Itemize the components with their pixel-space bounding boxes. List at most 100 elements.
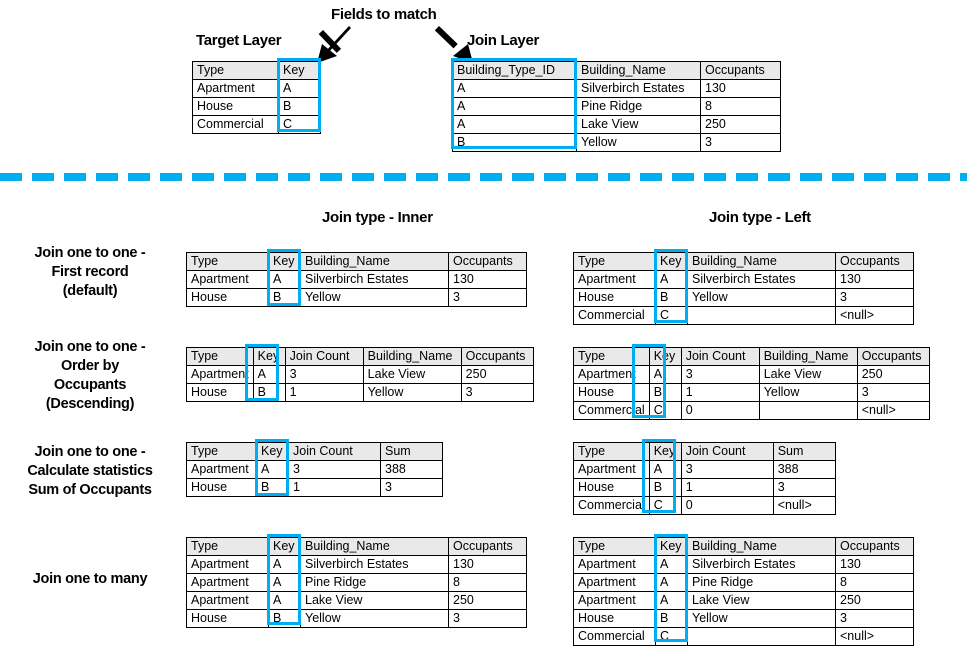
scenario-label-line: Calculate statistics [27,463,153,479]
join-layer-table-wrap: Building_Type_ID Building_Name Occupants A S… [451,58,781,157]
table-row: Apartment A 3 Lake View 250 [573,365,930,384]
table-cell: A [655,591,688,610]
table-cell: 3 [380,478,443,497]
table-row: Apartment A Silverbirch Estates 130 [186,555,527,574]
table-cell: A [452,79,577,98]
table-cell: Yellow [687,288,836,307]
scenario-2-inner-table-wrap: Type Key Join Count Building_Name Occupants A… [186,344,534,402]
column-header-occupants: Occupants [856,347,930,366]
scenario-3-inner-table: Type Key Join Count Sum Apartment A 3 388 House B… [186,442,443,497]
table-cell: 3 [284,365,364,384]
scenario-2-inner-table: Type Key Join Count Building_Name Occupants A… [186,347,534,402]
table-row: Apartment A Lake View 250 [573,591,914,610]
table-cell: Pine Ridge [687,573,836,592]
table-cell: 250 [448,591,527,610]
table-row: Apartment A [192,79,321,98]
table-cell: Apartment [186,365,254,384]
table-cell: Yellow [687,609,836,628]
scenario-3-left-table: Type Key Join Count Sum Apartment A 3 388 House B… [573,442,836,515]
table-cell: A [268,555,301,574]
table-cell: Silverbirch Estates [687,555,836,574]
column-header-building-name: Building_Name [687,252,836,271]
table-cell: Silverbirch Estates [300,555,449,574]
table-cell: B [252,383,286,402]
scenario-4-inner-table: Type Key Building_Name Occupants Apartment A S… [186,537,527,628]
scenario-label-line: (default) [62,283,118,299]
table-cell: Apartment [573,591,656,610]
table-cell: 250 [700,115,781,134]
column-header-key: Key [268,252,301,271]
column-header-building-type-id: Building_Type_ID [452,61,577,80]
column-header-occupants: Occupants [835,537,914,556]
table-cell: Silverbirch Estates [576,79,701,98]
table-cell: Commercial [573,627,656,646]
table-cell: C [648,401,682,420]
table-cell: Yellow [300,288,449,307]
table-cell: 250 [835,591,914,610]
table-row: House B Yellow 3 [573,609,914,628]
table-cell: 3 [288,460,381,479]
column-header-key: Key [278,61,321,80]
table-cell: House [186,478,257,497]
column-header-type: Type [573,252,656,271]
column-header-occupants: Occupants [448,537,527,556]
scenario-label-3: Join one to one - Calculate statistics Sum… [0,443,180,500]
scenario-1-left-table-wrap: Type Key Building_Name Occupants Apartment A S… [573,249,914,325]
scenario-4-inner-table-wrap: Type Key Building_Name Occupants Apartment A S… [186,534,527,628]
scenario-1-inner-table-wrap: Type Key Building_Name Occupants Apartment A S… [186,249,527,307]
table-cell: A [268,270,301,289]
table-row: House B 1 Yellow 3 [573,383,930,402]
target-layer-label: Target Layer [196,32,282,49]
arrow-to-target-key-icon [317,26,351,63]
table-cell: House [573,609,656,628]
table-cell: 250 [856,365,930,384]
table-row: Apartment A Silverbirch Estates 130 [186,270,527,289]
table-cell: Silverbirch Estates [300,270,449,289]
scenario-4-inner-table-holder: Type Key Building_Name Occupants Apartment A S… [186,534,527,633]
table-cell: B [655,609,688,628]
table-cell: B [278,97,321,116]
table-row: Commercial C 0 <null> [573,401,930,420]
table-cell: C [648,496,682,515]
table-cell [687,306,836,325]
table-row: Commercial C [192,115,321,134]
scenario-4-left-table: Type Key Building_Name Occupants Apartment A S… [573,537,914,646]
table-cell: 1 [288,478,381,497]
column-header-type: Type [186,537,269,556]
fields-to-match-label: Fields to match [331,6,437,23]
table-row: House B Yellow 3 [186,288,527,307]
scenario-3-left-table-holder: Type Key Join Count Sum Apartment A 3 388 House B… [573,439,836,520]
table-row: A Pine Ridge 8 [452,97,781,116]
table-cell: 388 [772,460,836,479]
table-cell: B [655,288,688,307]
table-cell: 130 [448,270,527,289]
scenario-1-left-table-holder: Type Key Building_Name Occupants Apartment A S… [573,249,914,330]
table-cell: 1 [284,383,364,402]
table-cell: 3 [448,609,527,628]
table-cell: A [648,460,682,479]
table-row: Commercial C <null> [573,627,914,646]
table-cell: Yellow [758,383,858,402]
column-header-type: Type [186,252,269,271]
column-header-building-name: Building_Name [300,252,449,271]
table-cell: A [278,79,321,98]
table-row: Commercial C <null> [573,306,914,325]
scenario-label-2: Join one to one - Order by Occupants (Desce… [0,338,180,414]
table-cell: 8 [448,573,527,592]
table-row: Apartment A Pine Ridge 8 [573,573,914,592]
scenario-label-line: First record [51,264,129,280]
scenario-label-line: Join one to one - [34,339,146,355]
table-cell: A [252,365,286,384]
table-cell: 3 [700,133,781,152]
table-cell: B [648,478,682,497]
table-cell: B [256,478,289,497]
table-cell: House [186,288,269,307]
join-layer-label: Join Layer [467,32,540,49]
table-cell [687,627,836,646]
table-cell: Lake View [362,365,462,384]
column-header-key: Key [648,347,682,366]
table-header-row: Type Key Building_Name Occupants [186,537,527,556]
scenario-label-line: Join one to many [32,571,148,587]
column-header-sum: Sum [772,442,836,461]
table-row: House B 1 3 [573,478,836,497]
